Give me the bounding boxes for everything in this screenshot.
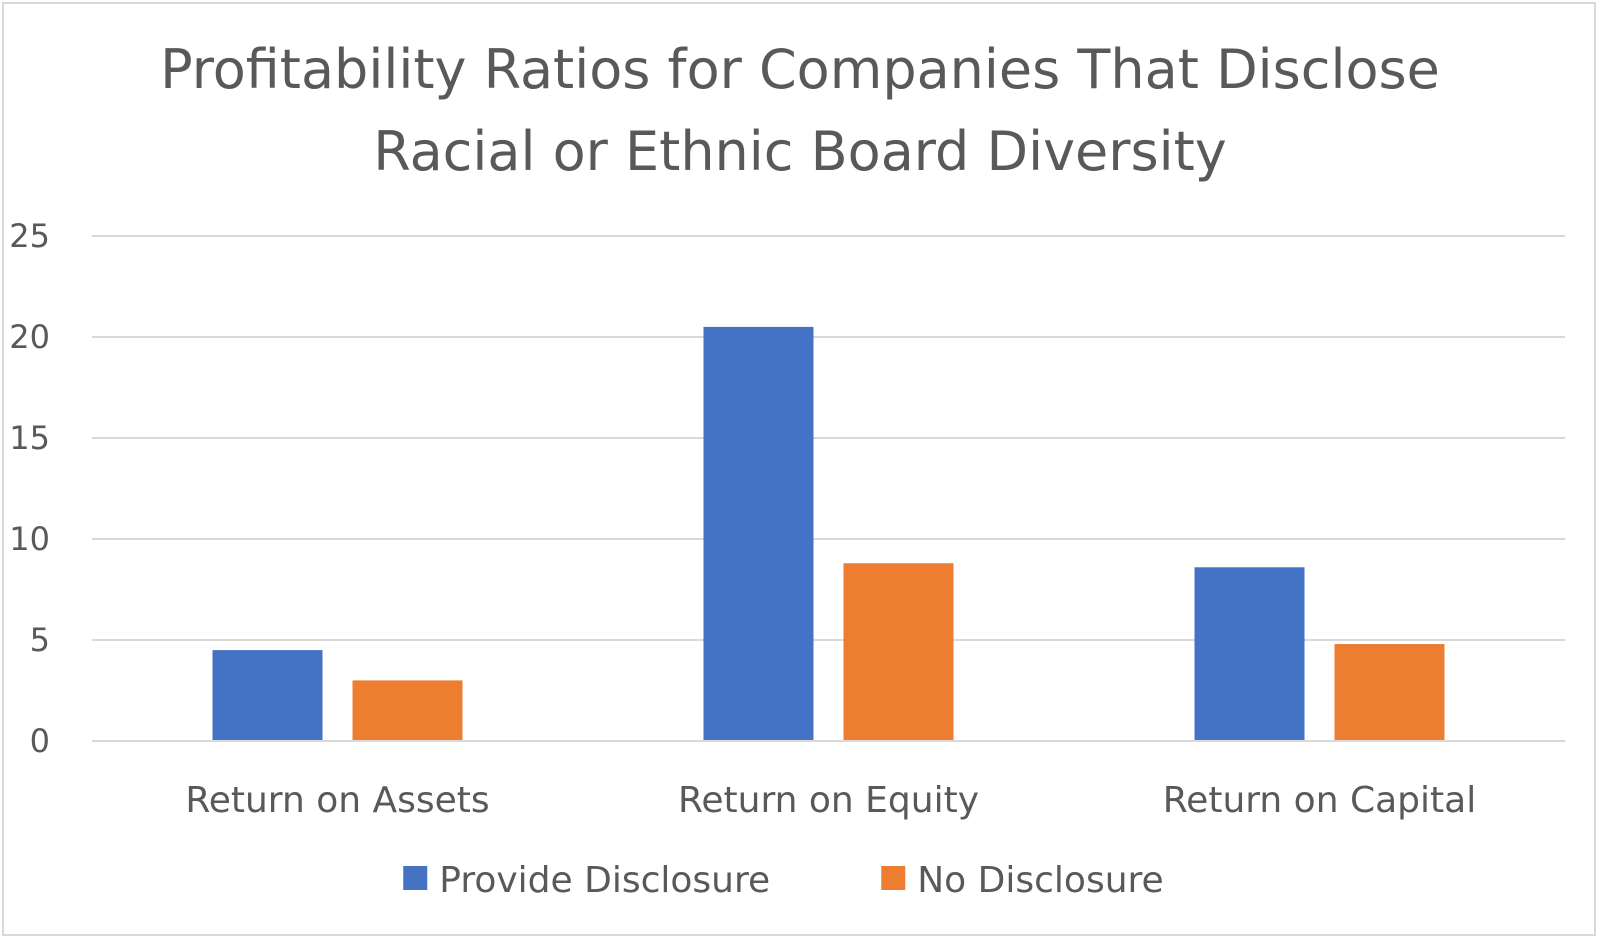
- y-tick-label: 5: [30, 621, 50, 659]
- chart-title-line-1: Profitability Ratios for Companies That …: [160, 38, 1440, 101]
- chart-title: Profitability Ratios for Companies That …: [160, 38, 1440, 183]
- bar-no-disclosure: [1334, 644, 1445, 741]
- bar-provide-disclosure: [212, 650, 323, 741]
- legend-swatch: [881, 866, 906, 890]
- y-tick-label: 10: [9, 520, 50, 558]
- y-axis-ticks: 0 5 10 15 20 25: [9, 217, 50, 760]
- category-label: Return on Assets: [185, 780, 489, 821]
- y-tick-label: 0: [30, 722, 50, 760]
- chart-title-line-2: Racial or Ethnic Board Diversity: [373, 120, 1226, 183]
- bar-provide-disclosure: [1194, 567, 1305, 741]
- y-tick-label: 15: [9, 419, 50, 457]
- gridlines: [92, 235, 1565, 641]
- y-tick-label: 25: [9, 217, 50, 255]
- legend-label: No Disclosure: [917, 860, 1163, 901]
- category-labels: Return on Assets Return on Equity Return o…: [185, 780, 1476, 821]
- bar-no-disclosure: [352, 680, 463, 741]
- category-label: Return on Capital: [1163, 780, 1476, 821]
- legend: Provide Disclosure No Disclosure: [403, 860, 1164, 901]
- bars: [212, 326, 1445, 741]
- bar-no-disclosure: [843, 563, 954, 741]
- legend-label: Provide Disclosure: [439, 860, 770, 901]
- bar-provide-disclosure: [703, 326, 814, 741]
- category-label: Return on Equity: [678, 780, 979, 821]
- legend-swatch: [403, 866, 428, 890]
- y-tick-label: 20: [9, 318, 50, 356]
